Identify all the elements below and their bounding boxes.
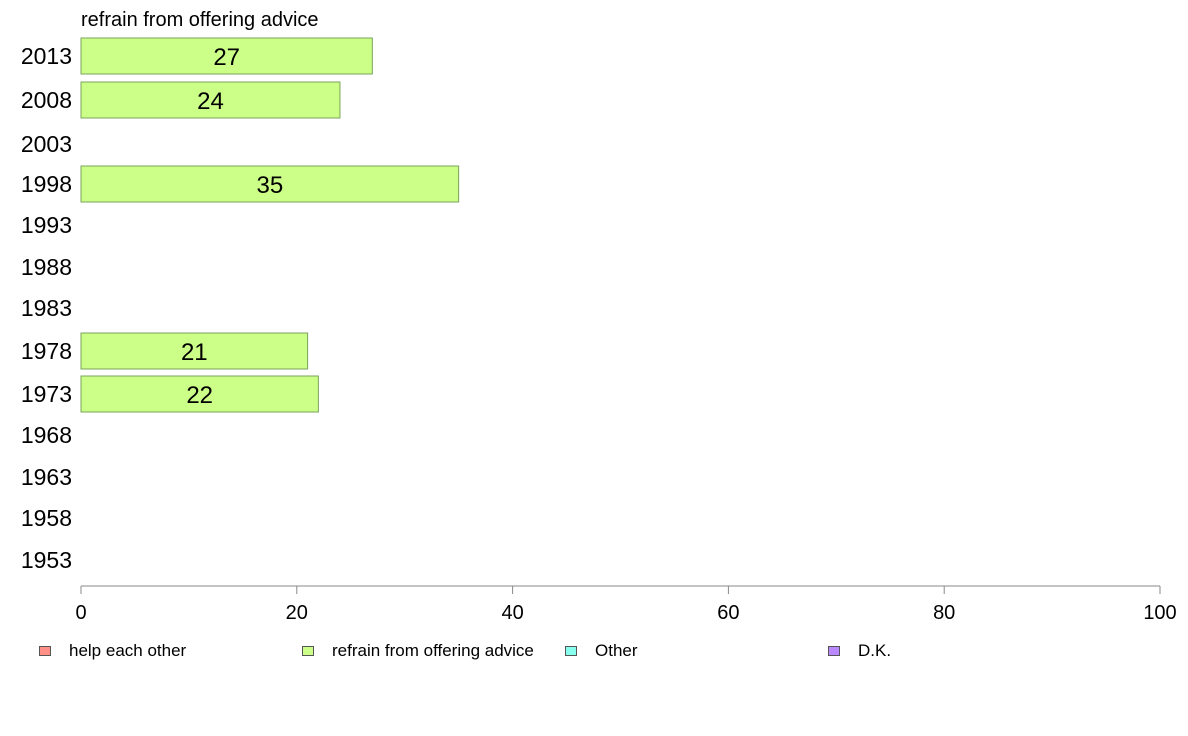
legend-item: Other	[565, 640, 638, 662]
data-label-2008: 24	[197, 88, 224, 115]
bar-1978	[80, 332, 309, 370]
y-tick-label-1958: 1958	[21, 505, 72, 531]
x-tick-label-20: 20	[286, 602, 308, 624]
x-axis: 0 20 40 60 80 100	[75, 585, 1177, 624]
y-tick-label-1973: 1973	[21, 381, 72, 407]
y-tick-label-1953: 1953	[21, 547, 72, 573]
y-tick-label-1978: 1978	[21, 338, 72, 364]
data-label-1973: 22	[186, 382, 213, 409]
data-label-1978: 21	[181, 339, 208, 366]
x-tick-label-80: 80	[933, 602, 955, 624]
legend-item: help each other	[39, 640, 186, 662]
data-label-1998: 35	[256, 172, 283, 199]
y-tick-label-2003: 2003	[21, 131, 72, 157]
y-tick-label-1998: 1998	[21, 171, 72, 197]
legend: help each other refrain from offering adv…	[0, 640, 1188, 662]
y-tick-label-1963: 1963	[21, 464, 72, 490]
y-tick-label-1993: 1993	[21, 212, 72, 238]
x-tick-label-60: 60	[717, 602, 739, 624]
legend-label: help each other	[69, 641, 187, 660]
legend-swatch	[39, 646, 51, 656]
bar-1998	[80, 165, 460, 203]
legend-swatch	[565, 646, 577, 656]
y-tick-label-2008: 2008	[21, 87, 72, 113]
y-tick-label-2013: 2013	[21, 43, 72, 69]
legend-swatch	[302, 646, 314, 656]
legend-item: refrain from offering advice	[302, 640, 534, 662]
bar-1973	[80, 375, 319, 413]
y-axis-labels: 2013 2008 2003 1998 1993 1988 1983 1978 1973 1968…	[21, 43, 72, 573]
legend-swatch	[828, 646, 840, 656]
bar-2008	[80, 81, 341, 119]
x-tick-label-0: 0	[75, 602, 86, 624]
chart-title: refrain from offering advice	[81, 9, 319, 31]
bar-2013	[80, 37, 373, 75]
bars-group: 27 24 35 21 22	[80, 37, 460, 413]
y-tick-label-1968: 1968	[21, 422, 72, 448]
x-tick-label-100: 100	[1143, 602, 1176, 624]
y-tick-label-1983: 1983	[21, 295, 72, 321]
x-tick-label-40: 40	[501, 602, 523, 624]
legend-label: D.K.	[858, 641, 892, 660]
legend-label: refrain from offering advice	[332, 641, 534, 660]
legend-label: Other	[595, 641, 638, 660]
y-tick-label-1988: 1988	[21, 254, 72, 280]
data-label-2013: 27	[213, 44, 240, 71]
legend-item: D.K.	[828, 640, 891, 662]
